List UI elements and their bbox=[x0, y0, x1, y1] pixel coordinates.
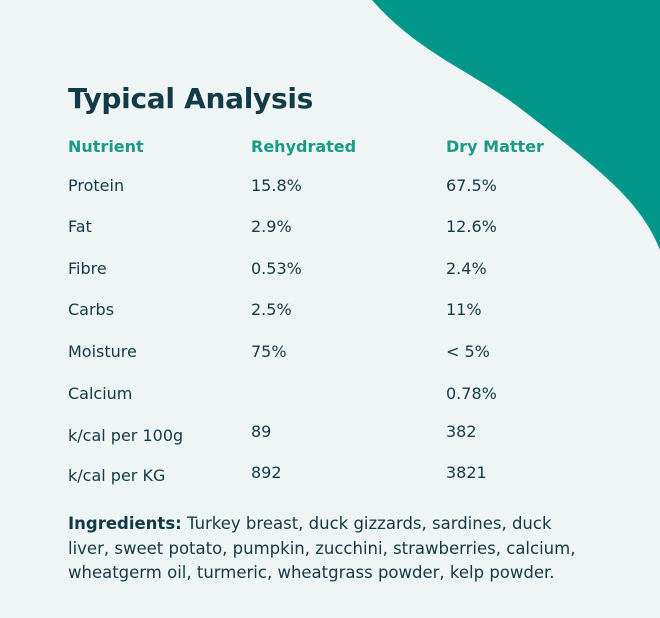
ingredients-text: Turkey breast, duck gizzards, sardines, … bbox=[68, 514, 576, 582]
ingredients-label: Ingredients: bbox=[68, 514, 182, 533]
rehydrated-cell: 2.5% bbox=[251, 300, 292, 319]
column-header-rehydrated: Rehydrated bbox=[251, 137, 357, 156]
dry-matter-cell: 0.78% bbox=[446, 384, 497, 403]
nutrient-cell: Fibre bbox=[68, 259, 107, 278]
rehydrated-cell: 0.53% bbox=[251, 259, 302, 278]
column-header-nutrient: Nutrient bbox=[68, 137, 144, 156]
nutrient-cell: k/cal per 100g bbox=[68, 426, 184, 445]
nutrient-cell: Fat bbox=[68, 217, 92, 236]
rehydrated-cell: 892 bbox=[251, 463, 282, 482]
rehydrated-cell: 75% bbox=[251, 342, 287, 361]
nutrient-cell: Moisture bbox=[68, 342, 137, 361]
dry-matter-cell: 67.5% bbox=[446, 176, 497, 195]
rehydrated-cell: 2.9% bbox=[251, 217, 292, 236]
column-header-dry-matter: Dry Matter bbox=[446, 137, 544, 156]
nutrient-cell: Carbs bbox=[68, 300, 115, 319]
dry-matter-cell: 3821 bbox=[446, 463, 487, 482]
dry-matter-cell: 11% bbox=[446, 300, 482, 319]
dry-matter-cell: 2.4% bbox=[446, 259, 487, 278]
dry-matter-cell: 12.6% bbox=[446, 217, 497, 236]
nutrient-cell: Calcium bbox=[68, 384, 133, 403]
nutrient-cell: Protein bbox=[68, 176, 125, 195]
dry-matter-cell: 382 bbox=[446, 422, 477, 441]
rehydrated-cell: 89 bbox=[251, 422, 272, 441]
nutrient-cell: k/cal per KG bbox=[68, 466, 166, 485]
dry-matter-cell: < 5% bbox=[446, 342, 490, 361]
page-title: Typical Analysis bbox=[68, 82, 313, 115]
rehydrated-cell: 15.8% bbox=[251, 176, 302, 195]
ingredients-paragraph: Ingredients: Turkey breast, duck gizzard… bbox=[68, 512, 588, 586]
